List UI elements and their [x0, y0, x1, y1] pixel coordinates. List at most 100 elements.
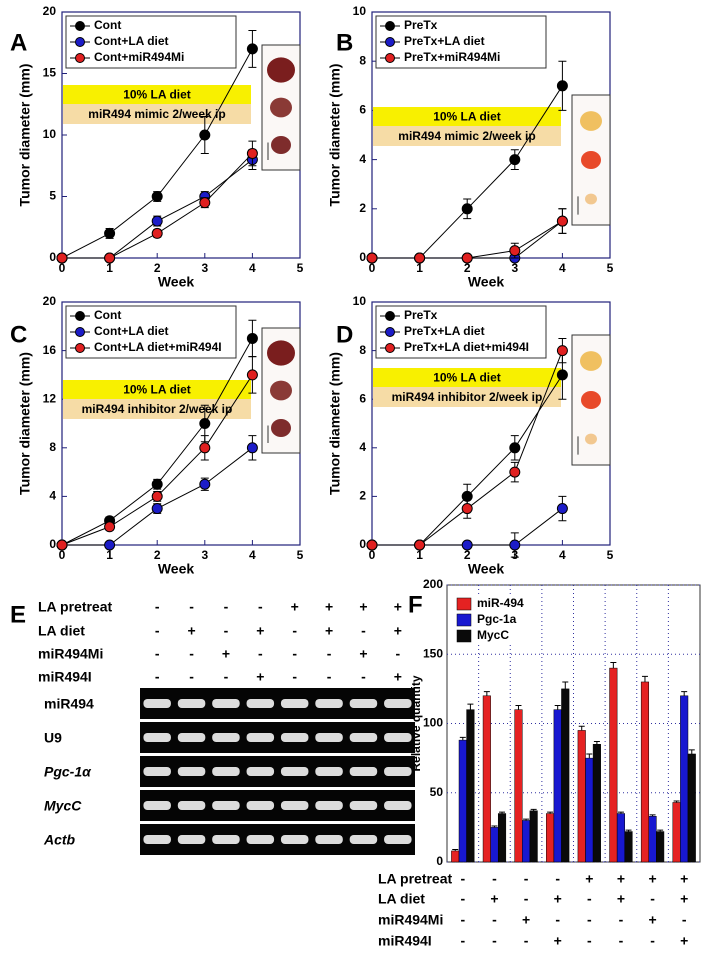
- legend-label: MycC: [477, 628, 509, 642]
- condition-sign: +: [187, 623, 195, 639]
- condition-label: miR494I: [378, 933, 432, 949]
- x-axis-label: Week: [468, 274, 505, 290]
- y-axis-label: Tumor diameter (mm): [17, 64, 33, 207]
- annotation: 10% LA diet: [123, 383, 191, 397]
- condition-sign: +: [554, 933, 562, 949]
- condition-sign: -: [189, 599, 194, 615]
- gel-band: [280, 767, 309, 776]
- x-tick-label: 0: [59, 261, 66, 275]
- y-tick-label: 20: [43, 294, 57, 308]
- data-point: [366, 539, 378, 551]
- gel-band: [384, 733, 412, 742]
- gel-band: [349, 699, 378, 708]
- y-tick-label: 10: [353, 294, 367, 308]
- tumor: [581, 151, 601, 169]
- bar: [553, 709, 562, 863]
- condition-sign: -: [224, 623, 229, 639]
- annotation-box: [373, 368, 561, 387]
- band-label: U9: [44, 730, 62, 746]
- condition-sign: +: [256, 669, 264, 685]
- x-axis-label: Week: [158, 274, 195, 290]
- condition-sign: +: [680, 891, 688, 907]
- y-tick-label: 0: [359, 537, 366, 551]
- data-point: [556, 345, 568, 357]
- x-tick-label: 0: [369, 548, 376, 562]
- y-axis-label: Tumor diameter (mm): [327, 64, 343, 207]
- legend-label: PreTx+LA diet+mi494I: [404, 340, 529, 354]
- y-tick-label: 2: [359, 201, 366, 215]
- data-point: [104, 521, 116, 533]
- legend-label: Cont: [94, 308, 121, 322]
- data-point: [461, 252, 473, 264]
- tumor: [267, 57, 295, 83]
- gel-band: [143, 699, 171, 708]
- condition-label: LA diet: [38, 623, 85, 639]
- condition-sign: +: [325, 623, 333, 639]
- gel-band: [384, 835, 412, 844]
- gel-band: [349, 767, 378, 776]
- gel-band: [280, 801, 309, 810]
- gel-band: [280, 835, 309, 844]
- gel-band: [384, 767, 412, 776]
- x-tick-label: 5: [607, 548, 614, 562]
- gel-band: [246, 801, 275, 810]
- data-point: [509, 466, 521, 478]
- legend-box: [65, 15, 237, 69]
- gel-band: [315, 801, 343, 810]
- legend-swatch: [456, 597, 472, 611]
- condition-sign: +: [359, 646, 367, 662]
- error-bar: [547, 811, 554, 814]
- condition-sign: -: [619, 933, 624, 949]
- bar: [458, 739, 467, 863]
- condition-sign: -: [327, 646, 332, 662]
- legend-label: miR-494: [477, 596, 524, 610]
- band-label: miR494: [44, 696, 94, 712]
- annotation: 10% LA diet: [123, 88, 191, 102]
- condition-label: LA diet: [378, 891, 425, 907]
- annotation: 10% LA diet: [433, 110, 501, 124]
- tumor: [271, 136, 291, 154]
- x-tick-label: 1: [106, 261, 113, 275]
- bar: [497, 813, 507, 863]
- data-point: [104, 539, 116, 551]
- error-bar: [530, 808, 537, 811]
- y-tick-label: 0: [436, 854, 443, 868]
- y-tick-label: 4: [359, 440, 366, 454]
- bar: [656, 831, 665, 863]
- legend-label: PreTx+LA diet: [404, 324, 485, 338]
- error-bar: [617, 811, 624, 814]
- condition-sign: -: [327, 669, 332, 685]
- x-tick-label: 2: [154, 261, 161, 275]
- data-point: [461, 503, 473, 515]
- gel-band: [315, 767, 343, 776]
- data-point: [199, 197, 211, 209]
- x-tick-label: 1: [106, 548, 113, 562]
- condition-sign: -: [155, 669, 160, 685]
- error-bar: [515, 704, 522, 710]
- error-bar: [483, 691, 490, 696]
- condition-sign: +: [291, 599, 299, 615]
- legend-swatch: [456, 629, 472, 643]
- data-point: [246, 369, 258, 381]
- x-tick-label: 2: [464, 548, 471, 562]
- data-point: [461, 203, 473, 215]
- condition-sign: +: [325, 599, 333, 615]
- gel-band: [246, 699, 275, 708]
- annotation-box: [63, 104, 251, 124]
- band-label: Pgc-1α: [44, 764, 92, 780]
- annotation-box: [63, 85, 251, 104]
- condition-sign: +: [648, 912, 656, 928]
- condition-sign: +: [359, 599, 367, 615]
- error-bar: [554, 704, 561, 710]
- y-tick-label: 150: [423, 646, 443, 660]
- bar: [522, 820, 531, 863]
- x-tick-label: 4: [249, 548, 256, 562]
- legend-marker: [75, 37, 85, 47]
- data-point: [151, 503, 163, 515]
- x-tick-label: 1: [416, 548, 423, 562]
- data-point: [414, 539, 426, 551]
- annotation: miR494 inhibitor 2/week ip: [82, 402, 233, 416]
- condition-sign: -: [224, 669, 229, 685]
